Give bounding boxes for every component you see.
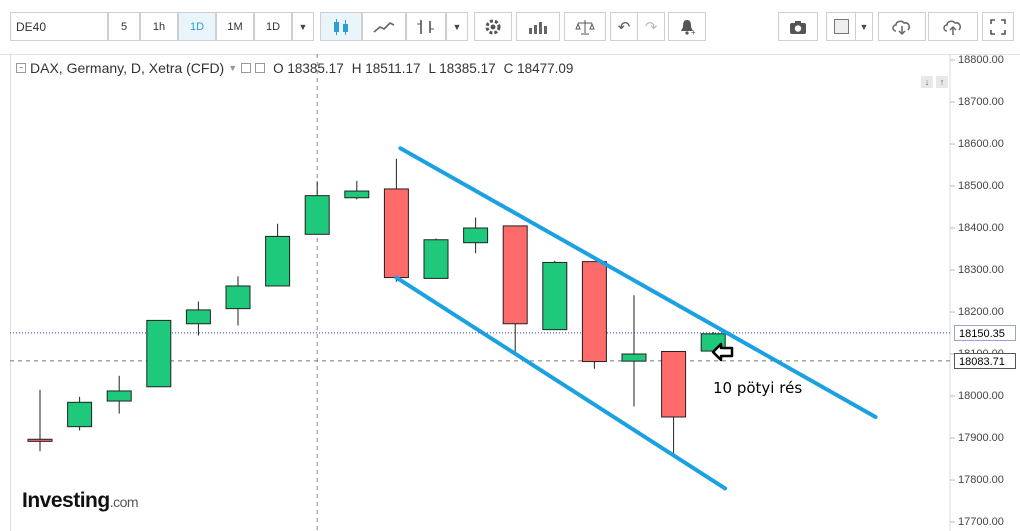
- indicators-icon[interactable]: [516, 12, 560, 41]
- candle-body: [661, 350, 687, 418]
- candle-body: [265, 235, 291, 287]
- y-tick-label: 18200.00: [958, 306, 1004, 318]
- interval-1h-button[interactable]: 1h: [140, 12, 178, 41]
- candle-body: [621, 353, 647, 362]
- candle-body: [423, 239, 449, 279]
- camera-icon[interactable]: [778, 12, 818, 41]
- svg-text:+: +: [691, 28, 696, 36]
- symbol-input[interactable]: DE40: [10, 12, 108, 41]
- candle-body: [463, 227, 489, 244]
- y-tick-label: 18400.00: [958, 222, 1004, 234]
- cloud-download-icon[interactable]: [878, 12, 926, 41]
- visibility-icon[interactable]: [241, 63, 252, 73]
- collapse-legend-icon[interactable]: −: [16, 63, 26, 73]
- candle-body: [27, 438, 53, 442]
- chart-area[interactable]: [10, 54, 951, 531]
- close-value: C 18477.09: [503, 60, 574, 76]
- scroll-up-icon[interactable]: ↑: [936, 76, 948, 88]
- annotation-text: 10 pötyi rés: [713, 379, 803, 397]
- line-chart-icon[interactable]: [362, 12, 406, 41]
- y-tick-label: 18500.00: [958, 180, 1004, 192]
- candle-body: [383, 188, 409, 279]
- cloud-upload-icon[interactable]: [928, 12, 978, 41]
- candle-body: [106, 390, 132, 402]
- y-tick-label: 18600.00: [958, 138, 1004, 150]
- y-tick-label: 18300.00: [958, 264, 1004, 276]
- candle-body: [304, 195, 330, 235]
- open-value: O 18385.17: [273, 60, 344, 76]
- interval-1m-button[interactable]: 1M: [216, 12, 254, 41]
- remove-icon[interactable]: [255, 63, 266, 73]
- high-value: H 18511.17: [351, 60, 421, 76]
- crosshair-price-tag: 18083.71: [954, 352, 1016, 369]
- chart-title: DAX, Germany, D, Xetra (CFD): [30, 60, 225, 76]
- scroll-down-icon[interactable]: ↓: [921, 76, 933, 88]
- y-tick-label: 18800.00: [958, 54, 1004, 66]
- y-tick-label: 17700.00: [958, 516, 1004, 528]
- color-caret-icon[interactable]: ▼: [855, 12, 873, 41]
- y-tick-label: 18700.00: [958, 96, 1004, 108]
- interval-dropdown-caret-icon[interactable]: ▼: [292, 12, 314, 41]
- fullscreen-icon[interactable]: [982, 12, 1014, 41]
- balance-icon[interactable]: [564, 12, 606, 41]
- y-tick-label: 18000.00: [958, 390, 1004, 402]
- current-price-tag: 18150.35: [954, 324, 1016, 341]
- legend-caret-icon[interactable]: ▼: [228, 63, 238, 73]
- candle-body: [146, 319, 172, 388]
- y-tick-label: 17900.00: [958, 432, 1004, 444]
- channel-upper-line: [398, 146, 878, 419]
- bar-chart-icon[interactable]: [406, 12, 446, 41]
- candle-body: [67, 401, 93, 428]
- chart-toolbar: DE40 5 1h 1D 1M 1D ▼ ▼ ↶ ↷ + ▼: [0, 0, 1020, 55]
- interval-5-button[interactable]: 5: [108, 12, 140, 41]
- interval-dropdown-button[interactable]: 1D: [254, 12, 292, 41]
- alert-bell-icon[interactable]: +: [668, 12, 706, 41]
- ohlc-values: O 18385.17 H 18511.17 L 18385.17 C 18477.09: [273, 61, 581, 76]
- settings-gear-icon[interactable]: [474, 12, 512, 41]
- candle-body: [502, 225, 528, 325]
- chart-type-caret-icon[interactable]: ▼: [446, 12, 468, 41]
- candle-body: [542, 261, 568, 331]
- brand-suffix: .com: [109, 494, 139, 510]
- candlestick-icon[interactable]: [320, 12, 362, 41]
- annotation-arrow-icon: [711, 342, 734, 362]
- chart-legend: − DAX, Germany, D, Xetra (CFD) ▼ O 18385…: [16, 60, 581, 76]
- brand-name: Investing: [22, 489, 110, 512]
- candle-body: [185, 309, 211, 325]
- candle-body: [581, 261, 607, 363]
- investing-logo: Investing.com: [22, 489, 139, 513]
- interval-1d-button[interactable]: 1D: [178, 12, 216, 41]
- redo-icon[interactable]: ↷: [637, 12, 665, 41]
- candle-body: [344, 190, 370, 199]
- low-value: L 18385.17: [428, 60, 496, 76]
- candle-body: [225, 285, 251, 310]
- channel-lower-line: [394, 275, 728, 491]
- y-tick-label: 17800.00: [958, 474, 1004, 486]
